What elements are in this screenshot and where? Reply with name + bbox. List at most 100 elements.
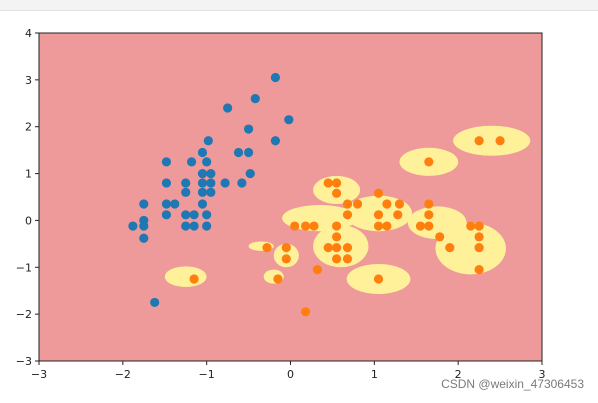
class-0-point bbox=[220, 178, 230, 188]
class-1-point bbox=[332, 254, 342, 264]
class-0-point bbox=[197, 199, 208, 209]
class-0-point bbox=[202, 221, 212, 231]
class-0-point bbox=[206, 168, 216, 179]
class-1-point bbox=[281, 254, 291, 264]
class-0-point bbox=[150, 297, 160, 308]
class-1-point bbox=[300, 221, 311, 231]
class-0-point bbox=[270, 72, 281, 83]
class-1-point bbox=[281, 243, 291, 253]
y-tick-label: −2 bbox=[16, 308, 32, 321]
class-1-point bbox=[466, 221, 476, 231]
class-0-point bbox=[170, 199, 180, 209]
class-1-point bbox=[495, 136, 505, 146]
class-0-point bbox=[223, 103, 233, 113]
x-tick-label: 1 bbox=[371, 368, 378, 381]
class-1-point bbox=[323, 243, 333, 253]
class-0-point bbox=[161, 157, 172, 167]
class-1-point bbox=[435, 232, 445, 242]
class-1-point bbox=[300, 307, 311, 317]
class-0-point bbox=[197, 187, 208, 197]
y-axis: −3 −2 −1 0 1 2 3 4 bbox=[16, 27, 39, 368]
class-0-point bbox=[245, 168, 255, 179]
class-0-point bbox=[181, 210, 191, 220]
class-0-point bbox=[233, 147, 244, 158]
class-0-point bbox=[139, 221, 149, 231]
class-0-point bbox=[161, 210, 172, 220]
class-0-point bbox=[189, 210, 199, 220]
class-0-point bbox=[161, 199, 172, 209]
class-1-point bbox=[445, 243, 455, 253]
class-1-point bbox=[342, 243, 353, 253]
class-1-point bbox=[332, 178, 342, 188]
class-0-point bbox=[202, 157, 212, 167]
class-0-point bbox=[237, 178, 247, 188]
class-1-point bbox=[474, 265, 484, 275]
class-0-point bbox=[243, 124, 254, 134]
decision-region-blob bbox=[435, 222, 506, 275]
class-0-point bbox=[270, 136, 281, 146]
class-1-point bbox=[189, 274, 199, 284]
class-1-point bbox=[424, 210, 434, 220]
x-tick-label: 3 bbox=[539, 368, 546, 381]
class-1-point bbox=[382, 221, 392, 231]
class-1-point bbox=[373, 221, 384, 231]
class-1-point bbox=[342, 210, 353, 220]
class-1-point bbox=[393, 210, 403, 220]
class-0-point bbox=[203, 136, 213, 146]
x-axis: −3 −2 −1 0 1 2 3 bbox=[31, 361, 546, 381]
class-0-point bbox=[189, 221, 199, 231]
class-0-point bbox=[206, 178, 216, 188]
class-1-point bbox=[382, 199, 392, 209]
class-0-point bbox=[161, 178, 172, 188]
x-tick-label: −1 bbox=[199, 368, 215, 381]
y-tick-label: −1 bbox=[16, 261, 32, 274]
window-top-bar bbox=[0, 0, 598, 11]
class-0-point bbox=[139, 233, 149, 243]
x-tick-label: −2 bbox=[115, 368, 131, 381]
class-1-point bbox=[373, 274, 384, 284]
y-tick-label: −3 bbox=[16, 355, 32, 368]
class-0-point bbox=[128, 221, 138, 231]
class-1-point bbox=[415, 221, 426, 231]
class-1-point bbox=[424, 157, 434, 167]
decision-region-blob bbox=[164, 266, 207, 287]
watermark-text: CSDN @weixin_47306453 bbox=[441, 377, 584, 391]
class-1-point bbox=[373, 188, 384, 198]
class-0-point bbox=[197, 147, 208, 158]
plot-area-background bbox=[39, 33, 542, 361]
class-1-point bbox=[342, 254, 353, 264]
class-0-point bbox=[139, 199, 149, 209]
class-1-point bbox=[332, 221, 342, 231]
class-1-point bbox=[424, 221, 434, 231]
class-1-point bbox=[290, 221, 300, 231]
class-1-point bbox=[352, 199, 363, 209]
class-1-point bbox=[474, 221, 484, 231]
class-1-point bbox=[342, 199, 353, 209]
class-0-point bbox=[197, 168, 208, 179]
class-1-point bbox=[323, 178, 333, 188]
class-0-point bbox=[181, 178, 191, 188]
y-tick-label: 0 bbox=[25, 214, 32, 227]
class-1-point bbox=[309, 221, 319, 231]
x-tick-label: −3 bbox=[31, 368, 47, 381]
class-0-point bbox=[181, 187, 191, 197]
class-1-point bbox=[332, 188, 342, 198]
class-0-point bbox=[202, 210, 212, 220]
class-1-point bbox=[474, 136, 484, 146]
class-0-point bbox=[250, 94, 260, 104]
class-0-point bbox=[186, 157, 197, 167]
class-1-point bbox=[474, 232, 484, 242]
class-1-point bbox=[332, 232, 342, 242]
class-0-point bbox=[181, 221, 191, 231]
class-1-point bbox=[262, 243, 272, 253]
y-tick-label: 3 bbox=[25, 74, 32, 87]
class-1-point bbox=[332, 243, 342, 253]
class-0-point bbox=[197, 178, 208, 188]
class-0-point bbox=[206, 187, 216, 197]
x-tick-label: 0 bbox=[287, 368, 294, 381]
y-tick-label: 2 bbox=[25, 121, 32, 134]
class-0-point bbox=[243, 147, 254, 158]
class-1-point bbox=[273, 274, 283, 284]
class-1-point bbox=[424, 199, 434, 209]
